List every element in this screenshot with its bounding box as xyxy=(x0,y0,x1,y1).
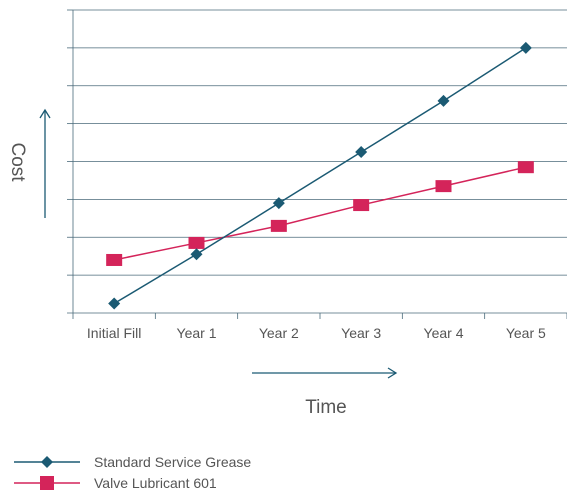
x-axis-label: Time xyxy=(305,397,347,418)
x-tick-labels: Initial Fill Year 1 Year 2 Year 3 Year 4 Year… xyxy=(87,325,546,341)
x-tick-label: Year 5 xyxy=(506,325,546,341)
x-tick-label: Year 3 xyxy=(341,325,381,341)
square-marker-icon xyxy=(40,476,54,490)
legend-item-valve-lubricant-601: Valve Lubricant 601 xyxy=(14,475,217,491)
data-point-diamond xyxy=(108,297,121,310)
x-tick-label: Initial Fill xyxy=(87,325,141,341)
data-point-diamond xyxy=(519,41,532,54)
y-axis-label: Cost xyxy=(7,142,28,182)
x-tick-label: Year 4 xyxy=(424,325,464,341)
x-tick-label: Year 1 xyxy=(177,325,217,341)
x-tick-label: Year 2 xyxy=(259,325,299,341)
y-axis-arrow-icon xyxy=(39,108,51,218)
axes xyxy=(67,9,567,319)
data-point-square xyxy=(517,161,534,174)
legend-label: Standard Service Grease xyxy=(94,454,251,470)
data-point-diamond xyxy=(190,248,203,261)
series-lines xyxy=(106,41,534,310)
series-line xyxy=(113,47,527,305)
data-point-square xyxy=(270,219,287,232)
series-line xyxy=(114,166,527,261)
data-point-square xyxy=(435,180,452,193)
legend: Standard Service Grease Valve Lubricant … xyxy=(14,454,251,491)
data-point-square xyxy=(106,253,123,266)
data-point-diamond xyxy=(437,94,450,107)
legend-item-standard-service-grease: Standard Service Grease xyxy=(14,454,251,470)
data-point-diamond xyxy=(355,146,368,159)
grid-lines xyxy=(73,9,567,276)
x-axis-arrow-icon xyxy=(252,367,398,379)
legend-label: Valve Lubricant 601 xyxy=(94,475,217,491)
data-point-square xyxy=(188,236,205,249)
data-point-diamond xyxy=(272,197,285,210)
data-point-square xyxy=(353,199,370,212)
diamond-marker-icon xyxy=(41,456,53,468)
